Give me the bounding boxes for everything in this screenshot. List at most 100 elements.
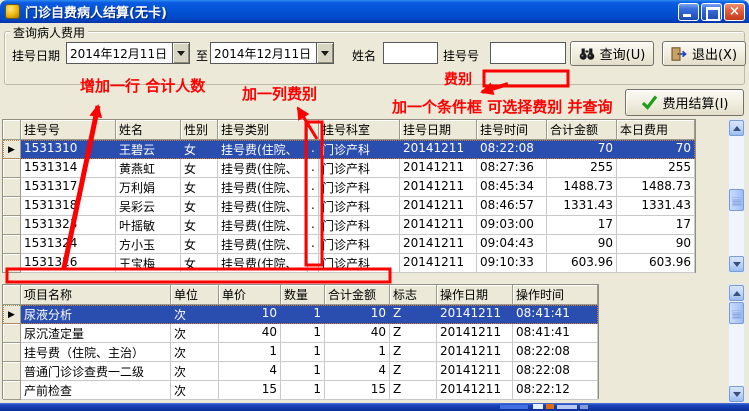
- fee-settle-button[interactable]: 费用结算(I): [625, 89, 744, 116]
- item-cell: Z: [390, 305, 437, 324]
- patient-row[interactable]: 1531326 王宝梅女挂号费(住院、. 门诊产科 20141211 09:10:33 6…: [3, 254, 695, 273]
- query-button[interactable]: 查询(U): [570, 41, 654, 66]
- fee-settle-button-label: 费用结算(I): [662, 97, 729, 112]
- row-selector[interactable]: [3, 343, 21, 362]
- exit-button[interactable]: 退出(X): [662, 41, 746, 66]
- item-column-header[interactable]: 合计金额: [325, 285, 390, 305]
- patient-cell: 20141211: [400, 235, 477, 254]
- scroll-up-button[interactable]: [729, 120, 744, 136]
- patient-cell: .: [308, 140, 319, 159]
- row-selector[interactable]: ▶: [3, 140, 21, 159]
- patient-row[interactable]: 1531318 吴彩云女挂号费(住院、. 门诊产科 20141211 08:46:57 1…: [3, 197, 695, 216]
- item-column-header[interactable]: 操作日期: [437, 285, 513, 305]
- date-from-combo[interactable]: 2014年12月11日: [66, 42, 190, 64]
- row-selector-header: [3, 120, 21, 140]
- patient-cell: 20141211: [400, 178, 477, 197]
- patient-cell: 255: [547, 159, 617, 178]
- item-cell: 1: [281, 362, 325, 381]
- item-row[interactable]: 普通门诊诊查费一二级次 4 1 4 Z 20141211 08:22:08: [3, 362, 598, 381]
- patient-cell: 挂号费(住院、: [218, 197, 308, 216]
- patient-row[interactable]: 1531324 方小玉女挂号费(住院、. 门诊产科 20141211 09:04:43 9…: [3, 235, 695, 254]
- item-cell: 次: [171, 305, 219, 324]
- patient-column-header[interactable]: 姓名: [116, 120, 181, 140]
- patient-cell: .: [308, 216, 319, 235]
- date-from-dropdown-button[interactable]: [172, 43, 189, 63]
- row-selector[interactable]: [3, 381, 21, 400]
- patient-row[interactable]: 1531317 万利娟女挂号费(住院、. 门诊产科 20141211 08:45:34 1…: [3, 178, 695, 197]
- patient-row[interactable]: 1531323 叶摇敏女挂号费(住院、. 门诊产科 20141211 09:03:00 1…: [3, 216, 695, 235]
- patient-cell: 门诊产科: [319, 159, 400, 178]
- patient-cell: 20141211: [400, 140, 477, 159]
- patient-cell: 王碧云: [116, 140, 181, 159]
- item-column-header[interactable]: 单位: [171, 285, 219, 305]
- item-row[interactable]: ▶ 尿液分析次 10 1 10 Z 20141211 08:41:41: [3, 305, 598, 324]
- arrow-up-icon: [732, 290, 741, 296]
- item-row[interactable]: 产前检查次 15 1 15 Z 20141211 08:22:12: [3, 381, 598, 400]
- item-cell: 挂号费（住院、主治）: [21, 343, 171, 362]
- item-cell: 20141211: [437, 343, 513, 362]
- check-icon: [641, 95, 657, 110]
- item-column-header[interactable]: 项目名称: [21, 285, 171, 305]
- patient-column-header[interactable]: 挂号号: [21, 120, 116, 140]
- row-selector[interactable]: [3, 178, 21, 197]
- patient-column-header[interactable]: 挂号时间: [477, 120, 547, 140]
- patients-scrollbar[interactable]: [728, 119, 745, 273]
- exit-button-label: 退出(X): [691, 48, 738, 63]
- item-column-header[interactable]: 标志: [390, 285, 437, 305]
- patient-row[interactable]: 1531314 黄燕虹女挂号费(住院、. 门诊产科 20141211 08:27:36 2…: [3, 159, 695, 178]
- patient-column-header[interactable]: 合计金额: [547, 120, 617, 140]
- patient-cell: 20141211: [400, 216, 477, 235]
- query-button-label: 查询(U): [599, 48, 646, 63]
- row-selector[interactable]: [3, 324, 21, 343]
- row-selector[interactable]: [3, 197, 21, 216]
- item-column-header[interactable]: 操作时间: [513, 285, 598, 305]
- patient-cell: 1488.73: [547, 178, 617, 197]
- patient-cell: 1331.43: [617, 197, 695, 216]
- item-cell: 20141211: [437, 305, 513, 324]
- name-input[interactable]: [383, 42, 438, 64]
- patient-cell: 1531326: [21, 254, 116, 273]
- item-row[interactable]: 尿沉渣定量次 40 1 40 Z 20141211 08:41:41: [3, 324, 598, 343]
- close-button[interactable]: ×: [724, 3, 745, 21]
- row-selector[interactable]: [3, 254, 21, 273]
- scroll-up-button[interactable]: [729, 285, 744, 301]
- patient-column-header[interactable]: 性别: [181, 120, 218, 140]
- row-selector[interactable]: [3, 362, 21, 381]
- patient-cell: .: [308, 197, 319, 216]
- scroll-down-button[interactable]: [729, 386, 744, 402]
- item-column-header[interactable]: 数量: [281, 285, 325, 305]
- patient-column-header[interactable]: 挂号科室: [319, 120, 400, 140]
- row-selector[interactable]: [3, 159, 21, 178]
- patient-cell: 08:27:36: [477, 159, 547, 178]
- scrollbar-thumb[interactable]: [729, 302, 744, 324]
- row-selector[interactable]: [3, 216, 21, 235]
- scrollbar-thumb[interactable]: [729, 189, 744, 211]
- patient-cell: 09:10:33: [477, 254, 547, 273]
- patient-column-header[interactable]: 挂号日期: [400, 120, 477, 140]
- item-column-header[interactable]: 单价: [219, 285, 281, 305]
- row-selector[interactable]: [3, 235, 21, 254]
- patient-cell: 王宝梅: [116, 254, 181, 273]
- date-to-combo[interactable]: 2014年12月11日: [210, 42, 334, 64]
- reg-no-input[interactable]: [490, 42, 566, 64]
- item-row[interactable]: 挂号费（住院、主治）次 1 1 1 Z 20141211 08:22:08: [3, 343, 598, 362]
- patient-row[interactable]: ▶ 1531310 王碧云女挂号费(住院、. 门诊产科 20141211 08:22:08…: [3, 140, 695, 159]
- patient-column-header[interactable]: 挂号类别: [218, 120, 308, 140]
- item-cell: 40: [325, 324, 390, 343]
- patient-cell: 09:03:00: [477, 216, 547, 235]
- scroll-down-button[interactable]: [729, 256, 744, 272]
- items-scrollbar[interactable]: [728, 284, 745, 403]
- patient-column-header[interactable]: [308, 120, 319, 140]
- patient-column-header[interactable]: 本日费用: [617, 120, 695, 140]
- maximize-button[interactable]: [701, 3, 722, 21]
- date-to-dropdown-button[interactable]: [316, 43, 333, 63]
- patient-cell: 万利娟: [116, 178, 181, 197]
- minimize-button[interactable]: [678, 3, 699, 21]
- row-selector[interactable]: ▶: [3, 305, 21, 324]
- patient-cell: 叶摇敏: [116, 216, 181, 235]
- arrow-up-icon: [732, 125, 741, 131]
- exit-door-icon: [671, 46, 687, 61]
- binoculars-icon: [579, 48, 594, 60]
- item-cell: 1: [325, 343, 390, 362]
